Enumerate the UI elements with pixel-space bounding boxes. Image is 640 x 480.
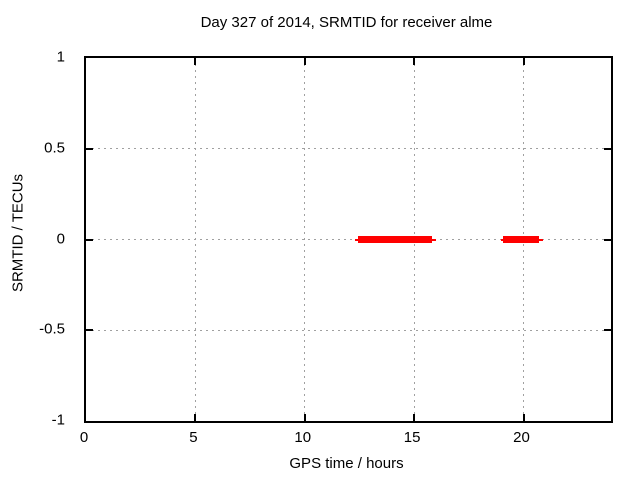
x-tick-bottom [522,414,525,421]
x-tick-bottom [413,414,416,421]
x-tick-label: 0 [79,429,89,446]
y-tick-left [86,147,93,150]
data-segment [502,236,539,243]
x-tick-label: 10 [294,429,312,446]
y-gridline [86,239,611,240]
y-tick-right [604,147,611,150]
y-tick-label: -0.5 [39,320,65,338]
y-tick-left [86,238,93,241]
plot-area [84,56,613,423]
y-tick-label: 0.5 [44,139,65,157]
x-tick-label: 5 [189,429,198,446]
x-tick-top [194,58,197,65]
x-tick-label: 15 [403,429,421,446]
chart-title: Day 327 of 2014, SRMTID for receiver alm… [200,14,493,31]
x-tick-bottom [303,414,306,421]
x-tick-top [303,58,306,65]
y-tick-label: -1 [51,411,65,429]
y-tick-label: 0 [56,230,65,247]
y-tick-left [86,329,93,332]
y-tick-label: 1 [56,48,65,66]
y-gridline [86,148,611,150]
x-axis-label: GPS time / hours [289,455,404,472]
x-tick-label: 20 [513,429,530,446]
x-tick-bottom [194,414,197,421]
data-segment [358,236,432,243]
x-tick-top [413,58,416,65]
y-tick-right [604,238,611,241]
y-tick-right [604,329,611,332]
y-gridline [86,329,611,331]
x-tick-top [522,58,525,65]
